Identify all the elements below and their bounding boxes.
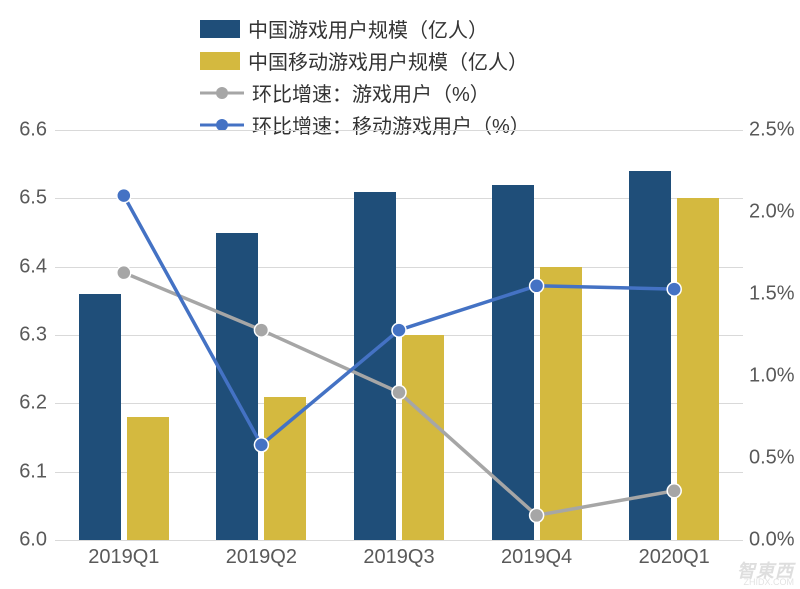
y-right-tick-label: 0.5% [749, 447, 795, 470]
legend-swatch-bar2-icon [200, 52, 240, 70]
line-growth-mobile-marker [254, 438, 268, 452]
y-left-tick-label: 6.0 [19, 529, 47, 552]
legend-item-bar1: 中国游戏用户规模（亿人） [200, 14, 530, 43]
line-growth-mobile-marker [667, 282, 681, 296]
y-left-tick-label: 6.4 [19, 255, 47, 278]
legend-item-bar2: 中国移动游戏用户规模（亿人） [200, 46, 530, 75]
lines-layer [55, 130, 743, 540]
y-left-tick-label: 6.1 [19, 460, 47, 483]
chart-container: 中国游戏用户规模（亿人） 中国移动游戏用户规模（亿人） 环比增速：游戏用户（%）… [0, 0, 800, 589]
y-left-tick-label: 6.2 [19, 392, 47, 415]
plot-area: 6.06.16.26.36.46.56.60.0%0.5%1.0%1.5%2.0… [55, 130, 743, 540]
line-growth-game-marker [392, 385, 406, 399]
line-growth-game-marker [254, 323, 268, 337]
line-growth-game-marker [667, 484, 681, 498]
legend: 中国游戏用户规模（亿人） 中国移动游戏用户规模（亿人） 环比增速：游戏用户（%）… [200, 14, 530, 139]
x-tick-label: 2019Q3 [363, 546, 434, 569]
y-left-tick-label: 6.3 [19, 324, 47, 347]
x-tick-label: 2019Q4 [501, 546, 572, 569]
y-right-tick-label: 2.5% [749, 119, 795, 142]
x-tick-label: 2019Q1 [88, 546, 159, 569]
y-left-tick-label: 6.5 [19, 187, 47, 210]
legend-item-line1: 环比增速：游戏用户（%） [200, 78, 530, 107]
line-growth-mobile [124, 196, 674, 445]
x-tick-label: 2019Q2 [226, 546, 297, 569]
watermark-sub: ZHIDX.COM [744, 577, 795, 587]
x-tick-label: 2020Q1 [639, 546, 710, 569]
line-growth-game-marker [530, 508, 544, 522]
y-right-tick-label: 1.5% [749, 283, 795, 306]
legend-label: 环比增速：游戏用户（%） [252, 78, 490, 107]
line-growth-mobile-marker [117, 189, 131, 203]
line-growth-mobile-marker [530, 279, 544, 293]
y-right-tick-label: 2.0% [749, 201, 795, 224]
y-right-tick-label: 1.0% [749, 365, 795, 388]
legend-label: 中国游戏用户规模（亿人） [248, 14, 488, 43]
legend-label: 中国移动游戏用户规模（亿人） [248, 46, 528, 75]
line-growth-game-marker [117, 266, 131, 280]
line-growth-mobile-marker [392, 323, 406, 337]
y-left-tick-label: 6.6 [19, 119, 47, 142]
legend-swatch-bar1-icon [200, 20, 240, 38]
y-right-tick-label: 0.0% [749, 529, 795, 552]
legend-swatch-line1-icon [200, 84, 244, 102]
grid-line [55, 540, 743, 541]
